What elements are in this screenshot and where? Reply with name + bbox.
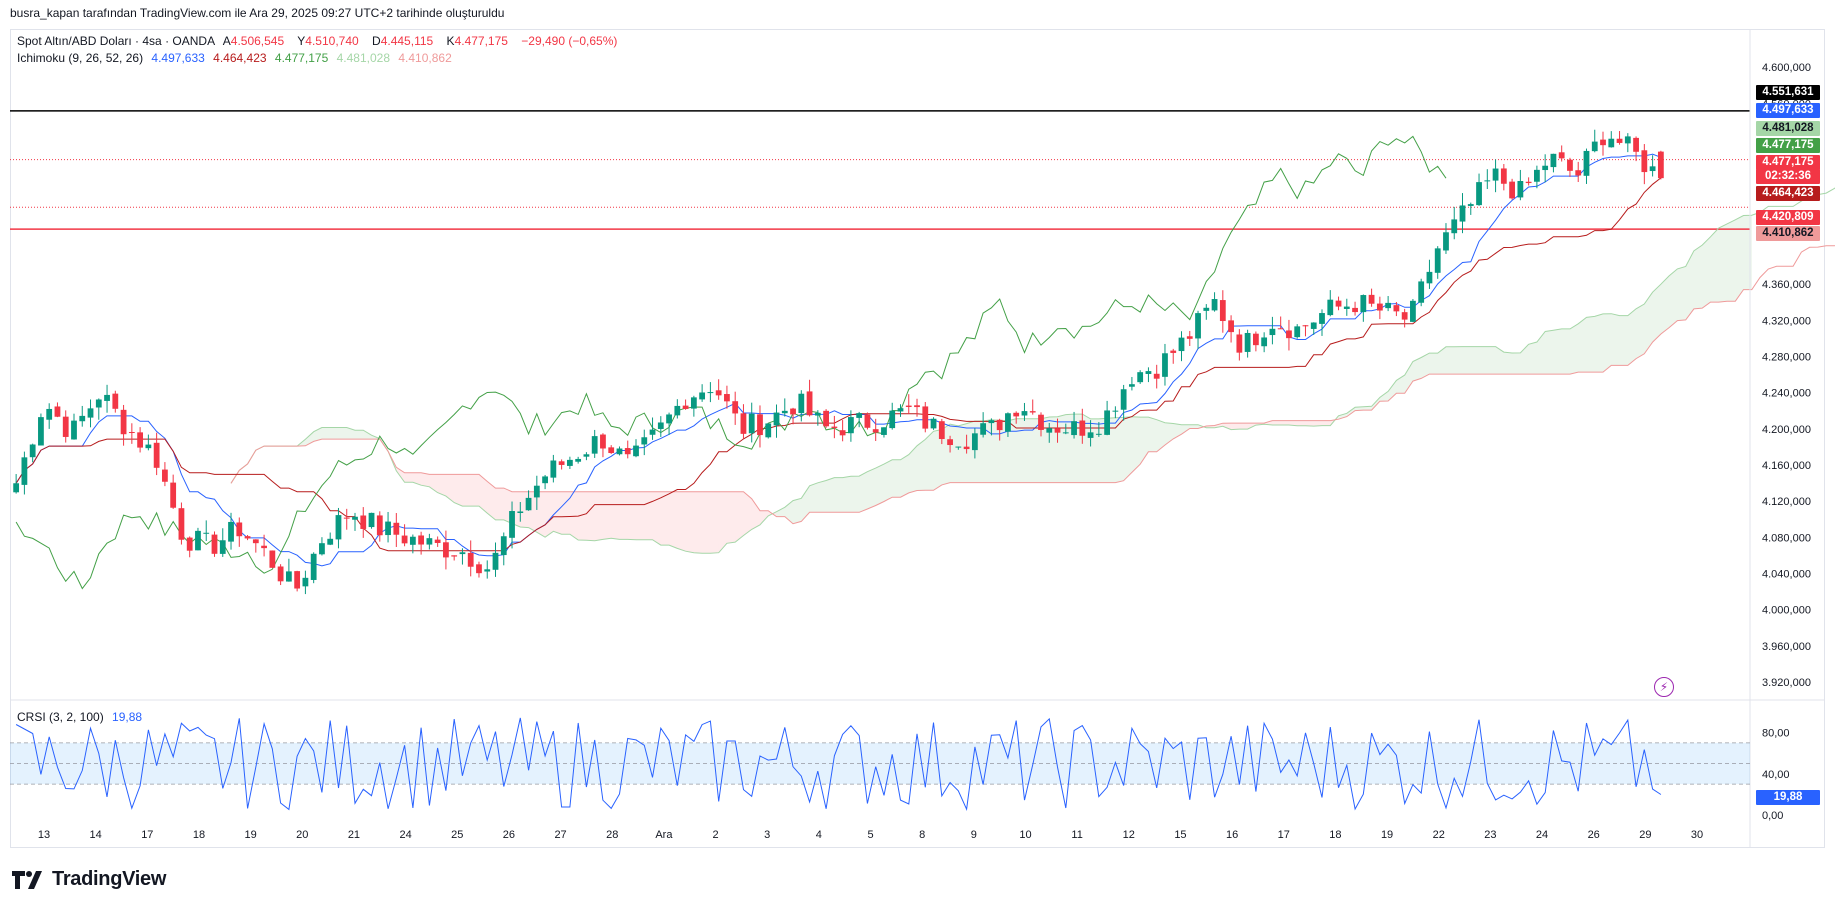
- ichimoku-name: Ichimoku (9, 26, 52, 26): [17, 51, 144, 65]
- symbol-name: Spot Altın/ABD Doları · 4sa · OANDA: [17, 34, 216, 48]
- low-value: 4.445,115: [380, 34, 434, 48]
- crsi-legend: CRSI (3, 2, 100) 19,88: [17, 710, 147, 724]
- price-axis-label: 4.481,028: [1756, 121, 1820, 136]
- chart-frame: [10, 29, 1825, 848]
- crsi-name: CRSI (3, 2, 100): [17, 710, 104, 724]
- crsi-axis-label: 19,88: [1756, 790, 1820, 805]
- brand-name: TradingView: [52, 868, 167, 890]
- price-axis-label: 4.551,631: [1756, 85, 1820, 100]
- change-value: −29,490 (−0,65%): [521, 34, 618, 48]
- price-axis-label: 4.497,633: [1756, 103, 1820, 118]
- kijun-value: 4.464,423: [213, 51, 267, 65]
- close-value: 4.477,175: [454, 34, 508, 48]
- open-value: 4.506,545: [230, 34, 285, 48]
- tenkan-value: 4.497,633: [151, 51, 205, 65]
- symbol-legend: Spot Altın/ABD Doları · 4sa · OANDA A4.5…: [17, 34, 618, 48]
- price-axis-label: 4.477,175: [1756, 138, 1820, 153]
- spanB-value: 4.410,862: [398, 51, 452, 65]
- ichimoku-legend: Ichimoku (9, 26, 52, 26) 4.497,633 4.464…: [17, 51, 457, 65]
- chikou-value: 4.477,175: [274, 51, 329, 65]
- price-axis-label: 4.420,809: [1756, 210, 1820, 225]
- spanA-value: 4.481,028: [336, 51, 391, 65]
- crsi-value: 19,88: [112, 710, 143, 724]
- high-value: 4.510,740: [305, 34, 359, 48]
- lightning-icon[interactable]: ⚡: [1654, 677, 1674, 697]
- price-axis-label: 02:32:36: [1756, 169, 1820, 184]
- price-axis-label: 4.464,423: [1756, 186, 1820, 201]
- attribution-text: busra_kapan tarafından TradingView.com i…: [10, 6, 505, 20]
- tradingview-logo: TradingView: [12, 868, 166, 891]
- price-axis-label: 4.410,862: [1756, 226, 1820, 241]
- price-axis-label: 4.477,175: [1756, 155, 1820, 170]
- tv-logo-icon: [12, 870, 42, 889]
